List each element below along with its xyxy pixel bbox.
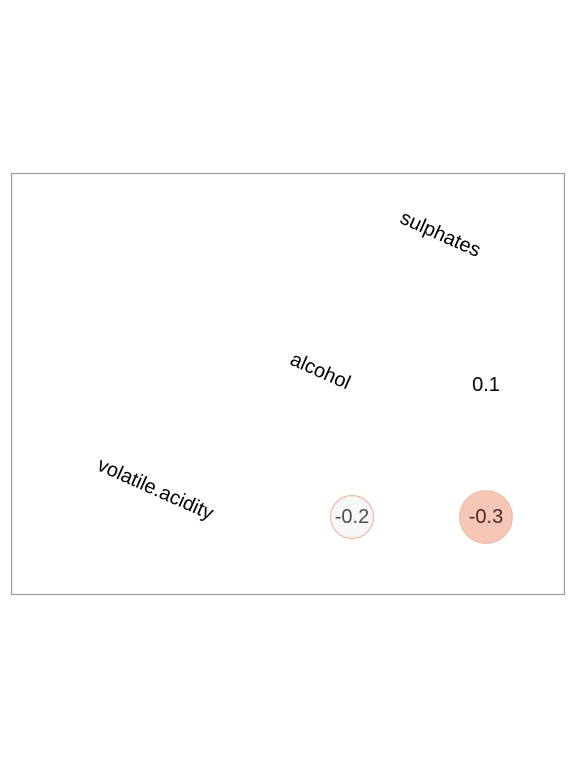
cell-circle-volatile-acidity-sulphates <box>459 490 513 544</box>
cell-circle-volatile-acidity-alcohol <box>329 494 375 540</box>
cell-label-alcohol-sulphates: 0.1 <box>472 374 500 396</box>
cell-label-volatile-acidity-sulphates: -0.3 <box>469 506 503 528</box>
cell-label-volatile-acidity-alcohol: -0.2 <box>335 506 369 528</box>
